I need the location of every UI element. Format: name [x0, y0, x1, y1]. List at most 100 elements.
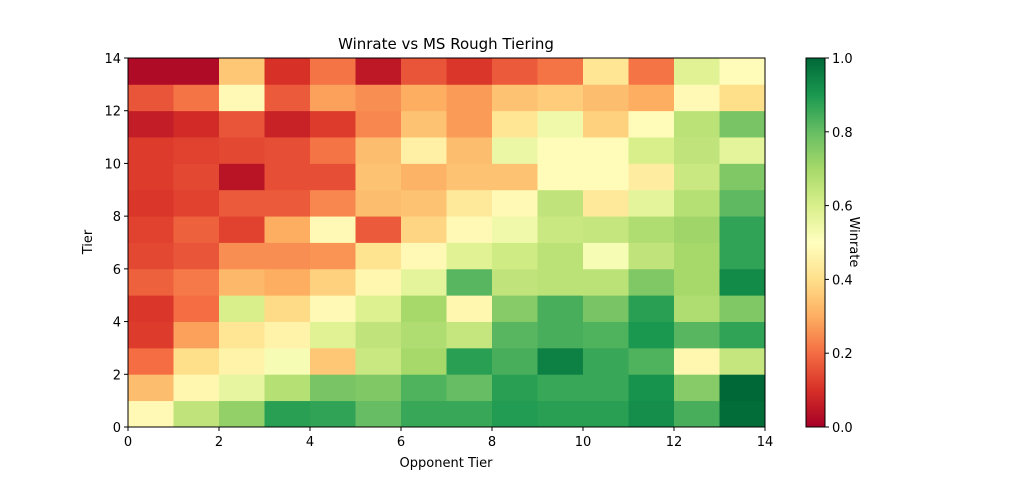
heatmap-cell — [492, 242, 538, 270]
heatmap-cells — [128, 58, 766, 428]
heatmap-cell — [583, 295, 629, 322]
heatmap-cell — [583, 268, 629, 296]
heatmap-cell — [537, 137, 584, 164]
heatmap-cell — [219, 137, 265, 164]
heatmap-cell — [219, 242, 265, 270]
heatmap-cell — [173, 321, 220, 349]
heatmap-cell — [446, 189, 493, 217]
heatmap-cell — [401, 58, 447, 85]
heatmap-cell — [128, 84, 174, 112]
heatmap-cell — [128, 137, 174, 164]
heatmap-cell — [492, 137, 538, 164]
heatmap-cell — [310, 189, 356, 217]
heatmap-cell — [446, 242, 493, 270]
heatmap-cell — [492, 189, 538, 217]
heatmap-cell — [128, 110, 174, 138]
heatmap-cell — [446, 374, 493, 402]
plot-frame — [127, 57, 766, 428]
heatmap-cell — [628, 374, 675, 402]
heatmap-cell — [537, 84, 584, 112]
heatmap-cell — [401, 216, 447, 243]
heatmap-cell — [628, 110, 675, 138]
heatmap-cell — [628, 84, 675, 112]
heatmap-cell — [628, 163, 675, 191]
colorbar-label: Winrate — [846, 217, 861, 268]
heatmap-cell — [219, 58, 265, 85]
heatmap-cell — [355, 374, 402, 402]
y-axis-ticks: 0 2 4 6 8 10 12 14 — [104, 52, 128, 436]
heatmap-cell — [310, 137, 356, 164]
heatmap-cell — [674, 163, 720, 191]
heatmap-cell — [719, 374, 766, 402]
heatmap-cell — [264, 400, 311, 428]
heatmap-cell — [264, 374, 311, 402]
heatmap-cell — [355, 58, 402, 85]
colorbar-ticks: 0.0 0.2 0.4 0.6 0.8 1.0 — [825, 52, 853, 436]
heatmap-cell — [446, 163, 493, 191]
x-tick-label: 4 — [306, 435, 314, 450]
heatmap-cell — [674, 295, 720, 322]
heatmap-cell — [719, 58, 766, 85]
heatmap-cell — [355, 189, 402, 217]
heatmap-cell — [219, 374, 265, 402]
heatmap-cell — [264, 216, 311, 243]
heatmap-cell — [628, 216, 675, 243]
heatmap-cell — [492, 295, 538, 322]
x-axis-label: Opponent Tier — [400, 456, 494, 471]
heatmap-cell — [310, 58, 356, 85]
heatmap-cell — [674, 189, 720, 217]
heatmap-cell — [537, 347, 584, 375]
heatmap-cell — [583, 216, 629, 243]
heatmap-cell — [264, 189, 311, 217]
heatmap-cell — [674, 321, 720, 349]
x-axis-ticks: 0 2 4 6 8 10 12 14 — [124, 427, 773, 450]
heatmap-cell — [310, 163, 356, 191]
heatmap-cell — [583, 84, 629, 112]
heatmap-cell — [355, 216, 402, 243]
heatmap-cell — [355, 242, 402, 270]
heatmap-cell — [583, 347, 629, 375]
heatmap-cell — [128, 242, 174, 270]
heatmap-cell — [446, 400, 493, 428]
heatmap-cell — [719, 242, 766, 270]
heatmap-cell — [264, 84, 311, 112]
heatmap-cell — [583, 110, 629, 138]
heatmap-cell — [628, 400, 675, 428]
heatmap-cell — [446, 268, 493, 296]
heatmap-cell — [583, 374, 629, 402]
heatmap-cell — [719, 163, 766, 191]
x-tick-label: 0 — [124, 435, 132, 450]
heatmap-cell — [628, 137, 675, 164]
heatmap-cell — [219, 295, 265, 322]
y-tick-label: 0 — [113, 421, 121, 436]
heatmap-cell — [355, 84, 402, 112]
heatmap-cell — [674, 374, 720, 402]
heatmap-cell — [446, 216, 493, 243]
heatmap-cell — [719, 347, 766, 375]
heatmap-cell — [492, 216, 538, 243]
heatmap-cell — [719, 84, 766, 112]
y-tick-label: 4 — [113, 316, 121, 331]
heatmap-cell — [492, 400, 538, 428]
colorbar-tick-label: 0.6 — [832, 200, 853, 215]
heatmap-cell — [674, 400, 720, 428]
heatmap-cell — [674, 216, 720, 243]
x-tick-label: 10 — [575, 435, 592, 450]
heatmap-cell — [401, 374, 447, 402]
heatmap-cell — [219, 189, 265, 217]
heatmap-cell — [310, 216, 356, 243]
heatmap-cell — [355, 163, 402, 191]
heatmap-cell — [310, 347, 356, 375]
heatmap-cell — [492, 374, 538, 402]
heatmap-cell — [537, 242, 584, 270]
heatmap-cell — [173, 189, 220, 217]
y-axis-label: Tier — [81, 229, 96, 255]
heatmap-cell — [537, 295, 584, 322]
heatmap-cell — [173, 268, 220, 296]
heatmap-cell — [264, 347, 311, 375]
heatmap-cell — [173, 58, 220, 85]
heatmap-cell — [628, 347, 675, 375]
heatmap-cell — [128, 347, 174, 375]
x-tick-label: 6 — [397, 435, 405, 450]
